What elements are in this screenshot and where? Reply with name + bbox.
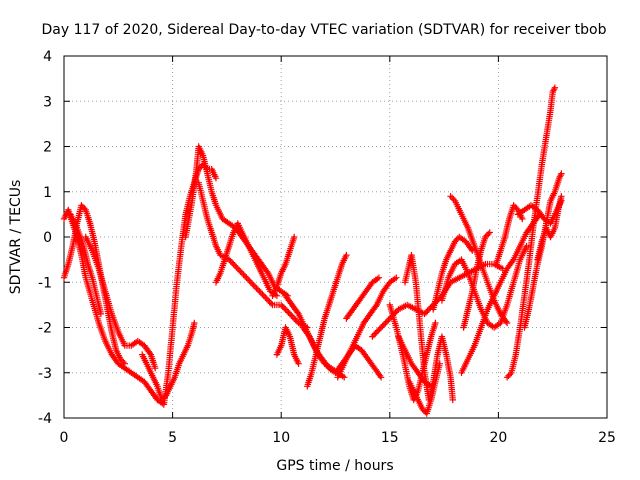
x-tick-label: 0 (60, 430, 69, 446)
series-arc-21 (395, 333, 435, 390)
series-arc-11 (273, 324, 302, 367)
data-points (334, 274, 400, 381)
series-arc-15 (334, 274, 400, 381)
x-tick-label: 5 (168, 430, 177, 446)
y-tick-label: 3 (43, 94, 52, 110)
y-axis-label: SDTVAR / TECUs (8, 180, 24, 295)
data-points (406, 360, 443, 417)
series-arc-9 (212, 220, 281, 299)
series-arc-28 (503, 84, 559, 381)
series-arc-8 (195, 179, 311, 331)
data-points (273, 324, 302, 367)
series-arc-13 (304, 251, 350, 390)
series-arc-10 (269, 233, 298, 299)
data-points (521, 170, 565, 331)
data-points (458, 211, 543, 376)
series-arc-3 (67, 211, 105, 318)
y-tick-label: 4 (43, 49, 52, 65)
y-tick-label: 1 (43, 185, 52, 201)
series-arc-16 (343, 274, 383, 322)
y-tick-label: -4 (38, 411, 52, 427)
data-points (82, 233, 159, 372)
series-arc-24 (438, 242, 530, 331)
axis-ticks: 0 5 10 15 20 25 -4 -3 -2 -1 0 1 2 3 4 (38, 49, 616, 446)
data-points (269, 233, 298, 299)
x-tick-label: 10 (272, 430, 290, 446)
x-tick-label: 25 (598, 430, 616, 446)
data-points (67, 211, 105, 318)
series-arc-30 (521, 170, 565, 331)
data-points (195, 179, 311, 331)
data-points (534, 193, 565, 263)
data-points (343, 274, 383, 322)
series-arc-1 (60, 206, 168, 408)
series-arc-7 (182, 143, 291, 299)
series-arc-22 (430, 233, 476, 313)
series-arc-4 (82, 233, 159, 372)
data-points (60, 206, 168, 408)
x-tick-label: 20 (489, 430, 507, 446)
series-arc-26 (458, 211, 543, 376)
chart-title: Day 117 of 2020, Sidereal Day-to-day VTE… (41, 22, 606, 38)
series-arc-31 (534, 193, 565, 263)
series-arc-20 (406, 360, 443, 417)
y-tick-label: -1 (38, 275, 52, 291)
data-points (212, 220, 281, 299)
data-points (438, 242, 530, 331)
data-points (430, 233, 476, 313)
data-points (460, 229, 493, 331)
data-points (182, 143, 291, 299)
y-tick-label: 0 (43, 230, 52, 246)
y-tick-label: 2 (43, 140, 52, 156)
y-tick-label: -3 (38, 366, 52, 382)
y-tick-label: -2 (38, 321, 52, 337)
x-tick-label: 15 (381, 430, 399, 446)
series-arc-25 (460, 229, 493, 331)
data-points (503, 84, 559, 381)
data-points (395, 333, 435, 390)
x-axis-label: GPS time / hours (276, 458, 393, 474)
data-points (304, 251, 350, 390)
data-series (60, 84, 565, 417)
